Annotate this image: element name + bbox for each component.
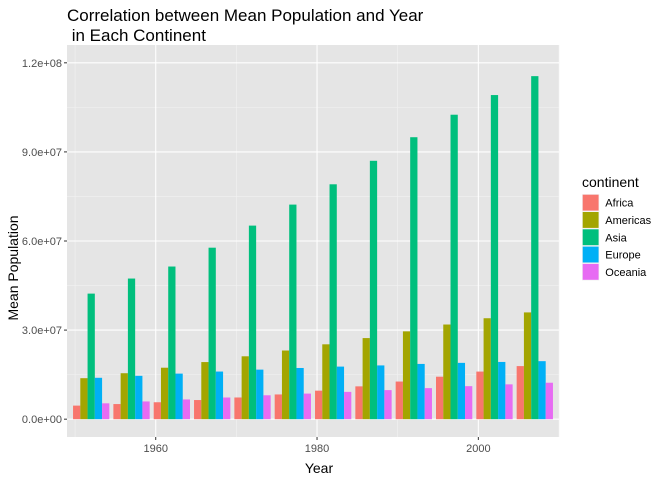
bar-europe-1997 (457, 362, 466, 420)
legend-title: continent (582, 174, 639, 190)
bar-americas-1997 (443, 324, 451, 420)
bar-oceania-1992 (424, 388, 432, 420)
legend: continent Africa Americas Asia Europe Oceani… (582, 174, 652, 281)
y-tick-label: 1.2e+08 (22, 58, 62, 70)
bar-oceania-1987 (384, 390, 392, 420)
legend-label-americas: Americas (605, 215, 651, 227)
bar-oceania-1967 (223, 397, 231, 420)
x-tick-label: 1980 (305, 443, 329, 455)
bar-africa-1977 (274, 394, 282, 420)
legend-swatch-europe (582, 246, 599, 263)
bar-americas-1967 (201, 362, 209, 420)
bar-europe-2002 (498, 361, 506, 420)
bar-americas-1987 (362, 338, 370, 420)
x-axis-title: Year (305, 460, 334, 476)
bar-oceania-1972 (263, 395, 271, 420)
legend-items: Africa Americas Asia Europe Oceania (582, 194, 652, 281)
bar-europe-1967 (215, 371, 224, 420)
bar-oceania-1952 (102, 403, 110, 420)
bar-americas-1962 (160, 367, 169, 420)
bar-asia-2002 (490, 95, 499, 420)
bar-asia-1972 (248, 225, 257, 420)
legend-label-africa: Africa (605, 198, 634, 210)
x-axis: 1960 1980 2000 (143, 437, 491, 455)
y-tick-label: 6.0e+07 (22, 236, 62, 248)
bar-oceania-2002 (505, 384, 513, 420)
y-tick-label: 3.0e+07 (22, 325, 62, 337)
bar-asia-1952 (87, 293, 95, 420)
legend-label-asia: Asia (605, 232, 627, 244)
chart-title-line-1: Correlation between Mean Population and … (67, 6, 424, 25)
legend-label-oceania: Oceania (605, 267, 647, 279)
bar-europe-1987 (377, 365, 385, 420)
bar-americas-1982 (322, 344, 330, 420)
bar-africa-1992 (395, 381, 403, 420)
chart-title-line-2: in Each Continent (67, 26, 206, 45)
bar-oceania-1997 (465, 386, 473, 420)
bar-asia-1987 (369, 160, 378, 420)
bar-africa-1972 (234, 397, 242, 420)
bar-asia-2007 (531, 76, 539, 420)
bar-europe-1982 (336, 366, 345, 420)
bar-asia-1997 (450, 114, 458, 420)
bar-europe-1952 (94, 377, 103, 420)
bar-asia-1962 (168, 266, 176, 420)
bar-africa-2002 (476, 371, 484, 420)
y-axis: 0.0e+00 3.0e+07 6.0e+07 9.0e+07 1.2e+08 (22, 58, 67, 426)
bar-europe-1962 (175, 373, 183, 420)
bar-oceania-1962 (182, 399, 190, 420)
bar-europe-1992 (417, 363, 425, 420)
bar-oceania-1977 (303, 393, 311, 420)
bar-africa-1957 (113, 404, 121, 420)
bar-americas-2002 (483, 318, 491, 420)
legend-label-europe: Europe (605, 250, 640, 262)
bar-asia-1977 (289, 204, 297, 420)
bar-africa-1952 (73, 405, 81, 420)
y-tick-label: 9.0e+07 (22, 147, 62, 159)
bar-africa-2007 (516, 366, 524, 420)
bar-europe-1972 (256, 369, 264, 420)
bar-americas-2007 (523, 312, 532, 420)
bar-asia-1967 (208, 247, 216, 420)
bar-europe-2007 (538, 361, 546, 420)
y-tick-label: 0.0e+00 (22, 414, 62, 426)
bar-americas-1952 (80, 378, 88, 420)
bar-africa-1987 (355, 386, 363, 420)
bar-americas-1977 (281, 350, 290, 420)
bar-oceania-1982 (344, 391, 352, 420)
bar-africa-1997 (436, 376, 444, 420)
legend-swatch-asia (582, 229, 599, 246)
bar-europe-1977 (296, 367, 304, 420)
x-tick-label: 2000 (466, 443, 490, 455)
bars (73, 76, 553, 420)
bar-africa-1982 (315, 390, 323, 420)
bar-oceania-1957 (142, 401, 150, 420)
bar-americas-1957 (120, 373, 128, 420)
bar-asia-1957 (127, 278, 136, 420)
x-tick-label: 1960 (143, 443, 167, 455)
bar-africa-1967 (194, 400, 202, 420)
legend-swatch-americas (582, 212, 599, 228)
legend-swatch-oceania (582, 263, 599, 280)
bar-asia-1982 (329, 184, 337, 420)
bar-europe-1957 (135, 375, 143, 420)
bar-africa-1962 (153, 402, 161, 420)
bar-oceania-2007 (545, 382, 553, 420)
bar-asia-1992 (410, 137, 418, 420)
bar-americas-1992 (402, 331, 411, 420)
bar-americas-1972 (241, 356, 249, 420)
legend-swatch-africa (582, 194, 599, 211)
y-axis-title: Mean Population (5, 215, 21, 320)
